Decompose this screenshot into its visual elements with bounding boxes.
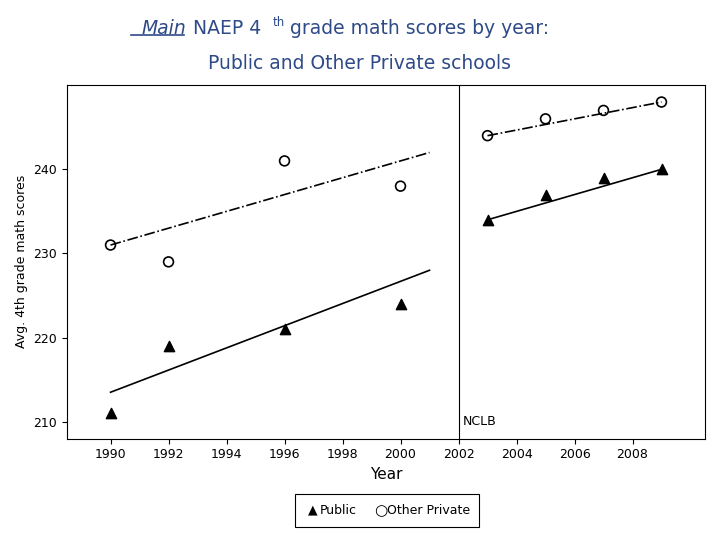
Point [482,131,493,140]
Text: grade math scores by year:: grade math scores by year: [284,19,549,38]
Text: Public: Public [320,504,356,517]
Point [105,409,117,417]
Point [279,325,290,334]
Point [598,173,609,182]
Text: ▲: ▲ [308,504,318,517]
Point [279,157,290,165]
Y-axis label: Avg. 4th grade math scores: Avg. 4th grade math scores [15,176,28,348]
Point [395,182,406,191]
Text: Public and Other Private schools: Public and Other Private schools [209,54,511,73]
Text: Other Private: Other Private [387,504,470,517]
Point [163,342,174,350]
Text: ○: ○ [374,503,387,518]
Text: th: th [273,16,285,29]
Point [656,165,667,174]
Point [540,114,552,123]
Point [598,106,609,115]
X-axis label: Year: Year [370,467,402,482]
Point [656,98,667,106]
Text: NCLB: NCLB [463,415,497,428]
Text: NAEP 4: NAEP 4 [187,19,261,38]
Point [395,300,406,308]
Point [163,258,174,266]
Text: Main: Main [141,19,186,38]
Point [105,241,117,249]
Point [482,215,493,224]
Point [540,190,552,199]
